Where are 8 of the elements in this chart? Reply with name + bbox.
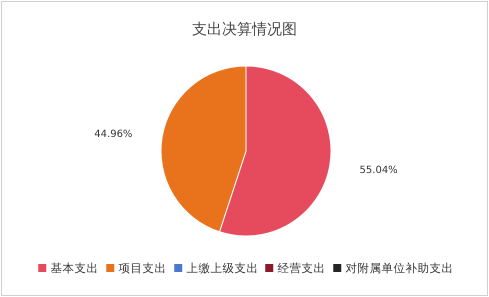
legend-label: 基本支出 <box>50 261 98 275</box>
legend-label: 上缴上级支出 <box>186 261 258 275</box>
data-label: 55.04% <box>360 165 398 176</box>
chart-title: 支出决算情况图 <box>192 20 297 38</box>
legend-label: 对附属单位补助支出 <box>345 261 454 275</box>
legend-label: 项目支出 <box>118 261 166 275</box>
data-label: 44.96% <box>94 128 132 140</box>
legend-label: 经营支出 <box>277 261 326 275</box>
